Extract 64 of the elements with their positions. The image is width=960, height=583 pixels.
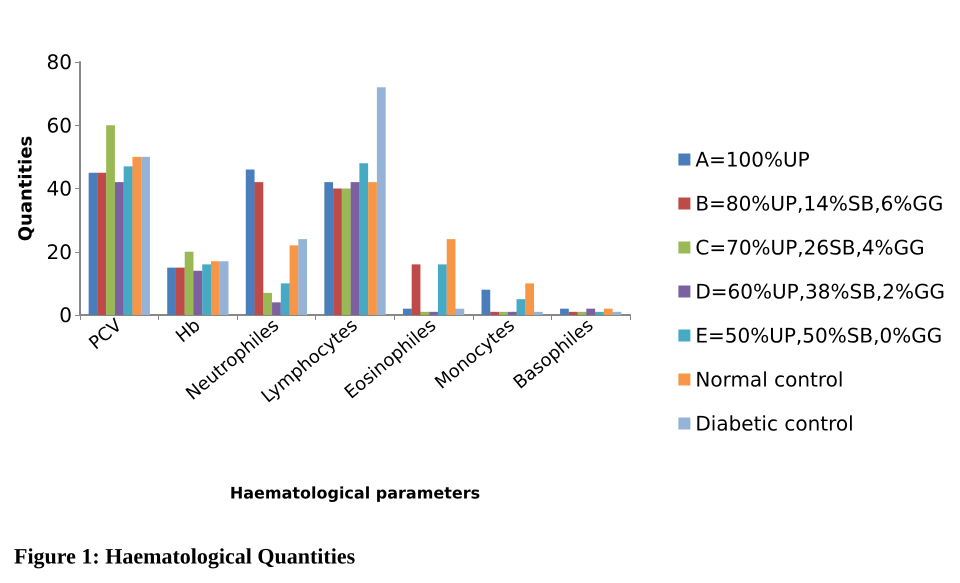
bar <box>280 283 290 315</box>
bar <box>263 292 272 315</box>
y-axis-title: Quantities <box>16 136 36 242</box>
bar <box>412 264 420 315</box>
x-axis-title: Haematological parameters <box>230 484 480 502</box>
bar <box>124 166 132 315</box>
legend-label: A=100%UP <box>695 148 810 172</box>
bar <box>368 182 377 315</box>
bar <box>499 312 508 315</box>
bar <box>114 182 124 315</box>
bar <box>97 172 106 315</box>
y-tick-label: 80 <box>46 50 72 74</box>
bar <box>298 239 308 315</box>
bar <box>176 268 185 315</box>
bar <box>438 264 447 315</box>
bar <box>141 156 150 315</box>
bar <box>324 182 334 315</box>
bar <box>167 268 176 315</box>
bar <box>376 87 386 315</box>
bar <box>560 308 569 315</box>
bar <box>88 172 98 315</box>
legend-label: Diabetic control <box>695 412 854 436</box>
bar <box>525 283 534 315</box>
bar <box>359 163 368 315</box>
bar <box>490 312 500 315</box>
bar <box>420 312 430 315</box>
bar <box>508 312 517 315</box>
caption: Figure 1: Haematological Quantities <box>14 544 356 568</box>
bar <box>220 261 228 315</box>
bar <box>604 308 613 315</box>
bar <box>482 290 490 315</box>
bar <box>106 125 115 315</box>
bar <box>455 308 464 315</box>
bar <box>193 270 202 315</box>
bar <box>210 261 220 315</box>
y-tick-label: 0 <box>59 303 72 327</box>
legend-label: Normal control <box>695 368 844 392</box>
y-tick-label: 60 <box>46 113 72 138</box>
y-tick-label: 20 <box>46 240 72 264</box>
legend-label: B=80%UP,14%SB,6%GG <box>695 192 944 216</box>
legend-label: E=50%UP,50%SB,0%GG <box>695 324 942 348</box>
bar <box>568 312 578 315</box>
bar <box>578 312 586 315</box>
bar <box>333 188 342 315</box>
bar <box>254 182 264 315</box>
bar <box>534 312 543 315</box>
bar <box>342 188 351 315</box>
bar <box>402 308 412 315</box>
legend-label: C=70%UP,26SB,4%GG <box>695 236 925 260</box>
bar <box>272 302 281 315</box>
y-tick-label: 40 <box>46 176 72 200</box>
bar <box>350 182 360 315</box>
bar <box>586 308 596 315</box>
bar <box>516 299 526 315</box>
bar <box>612 312 622 315</box>
bar <box>429 312 438 315</box>
bar <box>446 239 456 315</box>
bar <box>184 252 194 315</box>
legend-label: D=60%UP,38%SB,2%GG <box>695 280 946 304</box>
bar <box>595 312 604 315</box>
bar <box>132 156 142 315</box>
bar <box>246 170 255 315</box>
bar <box>290 245 298 315</box>
bar <box>202 264 211 315</box>
